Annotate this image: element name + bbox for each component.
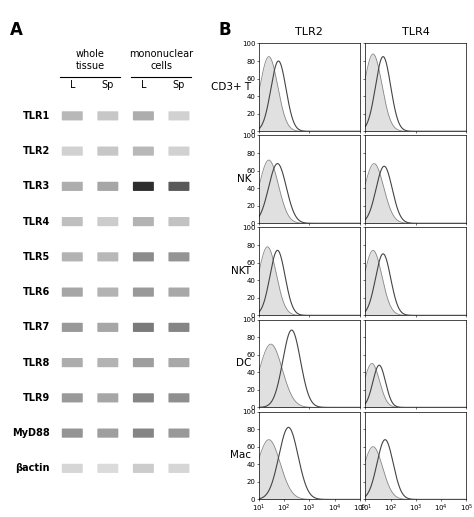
FancyBboxPatch shape [97, 146, 118, 156]
FancyBboxPatch shape [62, 323, 83, 332]
FancyBboxPatch shape [133, 182, 154, 191]
FancyBboxPatch shape [97, 182, 118, 191]
FancyBboxPatch shape [62, 393, 83, 402]
FancyBboxPatch shape [97, 358, 118, 367]
FancyBboxPatch shape [168, 111, 190, 120]
Text: Mac: Mac [230, 450, 251, 461]
FancyBboxPatch shape [62, 182, 83, 191]
FancyBboxPatch shape [62, 146, 83, 156]
Text: B: B [218, 21, 231, 39]
FancyBboxPatch shape [133, 146, 154, 156]
FancyBboxPatch shape [97, 393, 118, 402]
Text: whole
tissue: whole tissue [75, 49, 105, 71]
Text: L: L [141, 80, 146, 90]
FancyBboxPatch shape [62, 252, 83, 262]
FancyBboxPatch shape [62, 464, 83, 473]
FancyBboxPatch shape [133, 429, 154, 438]
FancyBboxPatch shape [133, 358, 154, 367]
FancyBboxPatch shape [133, 464, 154, 473]
FancyBboxPatch shape [97, 252, 118, 262]
Text: L: L [70, 80, 75, 90]
FancyBboxPatch shape [62, 358, 83, 367]
FancyBboxPatch shape [168, 393, 190, 402]
FancyBboxPatch shape [168, 323, 190, 332]
Text: TLR6: TLR6 [23, 287, 50, 297]
FancyBboxPatch shape [168, 358, 190, 367]
FancyBboxPatch shape [62, 217, 83, 226]
FancyBboxPatch shape [168, 217, 190, 226]
Text: TLR9: TLR9 [23, 393, 50, 403]
Text: TLR1: TLR1 [23, 111, 50, 121]
Text: TLR8: TLR8 [22, 358, 50, 368]
Text: NK: NK [237, 174, 251, 185]
FancyBboxPatch shape [133, 323, 154, 332]
FancyBboxPatch shape [97, 287, 118, 297]
Text: TLR3: TLR3 [23, 181, 50, 191]
FancyBboxPatch shape [97, 464, 118, 473]
FancyBboxPatch shape [133, 217, 154, 226]
FancyBboxPatch shape [133, 393, 154, 402]
Text: mononuclear
cells: mononuclear cells [129, 49, 193, 71]
FancyBboxPatch shape [168, 146, 190, 156]
FancyBboxPatch shape [97, 217, 118, 226]
Text: Sp: Sp [173, 80, 185, 90]
FancyBboxPatch shape [168, 287, 190, 297]
FancyBboxPatch shape [62, 111, 83, 120]
FancyBboxPatch shape [133, 287, 154, 297]
Text: TLR5: TLR5 [23, 252, 50, 262]
Text: Sp: Sp [101, 80, 114, 90]
FancyBboxPatch shape [168, 464, 190, 473]
Text: A: A [9, 21, 22, 39]
FancyBboxPatch shape [62, 287, 83, 297]
FancyBboxPatch shape [168, 252, 190, 262]
FancyBboxPatch shape [62, 429, 83, 438]
Text: βactin: βactin [15, 463, 50, 474]
Text: DC: DC [236, 358, 251, 369]
FancyBboxPatch shape [168, 429, 190, 438]
Text: NKT: NKT [231, 266, 251, 277]
FancyBboxPatch shape [133, 252, 154, 262]
FancyBboxPatch shape [133, 111, 154, 120]
Text: TLR2: TLR2 [23, 146, 50, 156]
Text: TLR7: TLR7 [23, 323, 50, 332]
FancyBboxPatch shape [97, 429, 118, 438]
Text: CD3+ T: CD3+ T [211, 82, 251, 93]
Text: MyD88: MyD88 [12, 428, 50, 438]
Text: TLR2: TLR2 [295, 27, 323, 37]
FancyBboxPatch shape [168, 182, 190, 191]
FancyBboxPatch shape [97, 323, 118, 332]
FancyBboxPatch shape [97, 111, 118, 120]
Text: TLR4: TLR4 [402, 27, 430, 37]
Text: TLR4: TLR4 [23, 217, 50, 226]
